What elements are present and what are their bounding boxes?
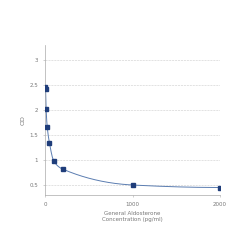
Y-axis label: OD: OD xyxy=(20,115,25,125)
X-axis label: General Aldosterone
Concentration (pg/ml): General Aldosterone Concentration (pg/ml… xyxy=(102,211,163,222)
